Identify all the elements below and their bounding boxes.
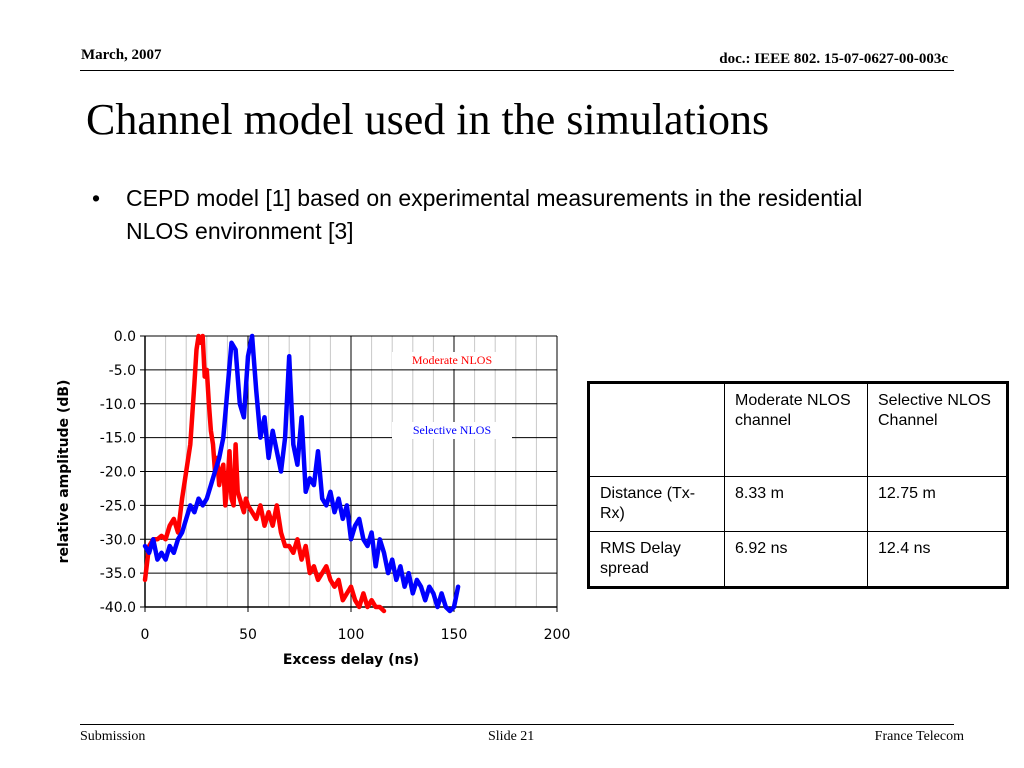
table-cell: 6.92 ns	[724, 531, 868, 588]
bullet-text: CEPD model [1] based on experimental mea…	[126, 185, 863, 244]
table-cell: RMS Delay spread	[588, 531, 725, 588]
y-tick-label: -10.0	[100, 397, 136, 413]
y-tick-label: -35.0	[100, 566, 136, 582]
x-tick-label: 150	[441, 627, 468, 643]
table-cell: Distance (Tx-Rx)	[588, 476, 725, 532]
y-tick-label: 0.0	[114, 329, 136, 345]
table-row: Moderate NLOS channel Selective NLOS Cha…	[588, 382, 1008, 477]
y-tick-label: -15.0	[100, 431, 136, 447]
y-axis-title: relative amplitude (dB)	[56, 380, 72, 564]
selective-nlos-annotation: Selective NLOS	[413, 423, 491, 437]
delay-profile-chart: 0.0 -5.0 -10.0 -15.0 -20.0 -25.0 -30.0 -35.0 -40…	[56, 329, 571, 668]
table-cell	[588, 382, 725, 477]
table-cell: Selective NLOS Channel	[867, 382, 1008, 477]
y-tick-label: -5.0	[109, 363, 136, 379]
x-axis-title: Excess delay (ns)	[283, 652, 419, 668]
channel-parameters-table: Moderate NLOS channel Selective NLOS Cha…	[587, 381, 1009, 589]
annotation-background	[392, 422, 512, 439]
table-row: Distance (Tx-Rx) 8.33 m 12.75 m	[588, 476, 1008, 532]
x-tick-label: 200	[544, 627, 571, 643]
table-cell: 12.4 ns	[867, 531, 1008, 588]
x-tick-label: 0	[141, 627, 150, 643]
header-doc-id: doc.: IEEE 802. 15-07-0627-00-003c	[719, 51, 948, 67]
footer-slide-number: Slide 21	[488, 729, 535, 744]
header-date: March, 2007	[81, 47, 162, 63]
moderate-nlos-series-line	[142, 333, 387, 614]
x-tick-label: 50	[239, 627, 257, 643]
y-tick-label: -30.0	[100, 532, 136, 548]
table-cell: Moderate NLOS channel	[724, 382, 868, 477]
x-tick-label: 100	[338, 627, 365, 643]
annotation-background	[392, 352, 512, 369]
y-tick-label: -20.0	[100, 465, 136, 481]
footer-organization: France Telecom	[874, 729, 964, 744]
table-cell: 8.33 m	[724, 476, 868, 532]
selective-nlos-series-line	[142, 333, 461, 614]
footer-divider	[80, 724, 954, 725]
bullet-marker: •	[92, 185, 101, 211]
table-row: RMS Delay spread 6.92 ns 12.4 ns	[588, 531, 1008, 588]
table-cell: 12.75 m	[867, 476, 1008, 532]
slide-title: Channel model used in the simulations	[86, 95, 770, 144]
header-divider	[80, 70, 954, 71]
y-tick-label: -25.0	[100, 498, 136, 514]
moderate-nlos-annotation: Moderate NLOS	[412, 353, 492, 367]
y-tick-label: -40.0	[100, 600, 136, 616]
footer-submission: Submission	[80, 729, 146, 744]
